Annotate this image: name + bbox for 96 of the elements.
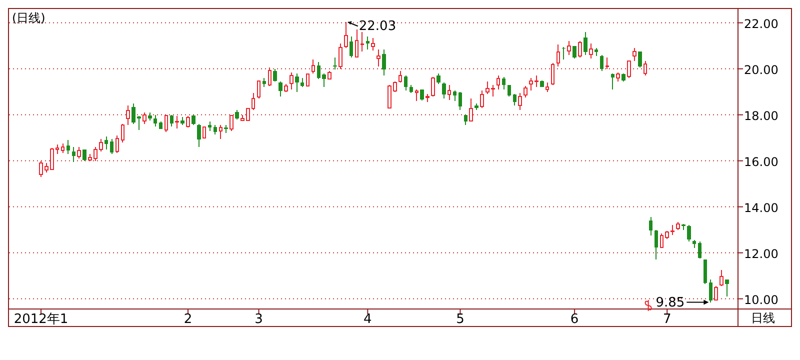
candlestick [648,216,653,236]
candlestick [496,75,500,90]
candlestick [632,48,636,62]
annotation: 9.85 [656,295,685,310]
y-tick-label: 16.00 [744,154,778,169]
x-tick-label: 5 [456,312,464,327]
candlestick [550,62,555,86]
candlestick [104,136,108,150]
candlestick [338,43,342,70]
x-tick-label: 3 [254,312,263,327]
x-tick-label: 6 [570,312,579,327]
candlestick [458,91,462,111]
candlestick [567,40,572,56]
y-tick-label: 10.00 [744,292,778,307]
candlestick [354,29,359,58]
candlestick [360,32,364,52]
candlestick [278,80,282,97]
candlestick [371,37,376,51]
candlestick [556,44,560,67]
candlestick [545,82,550,92]
candlestick [268,67,272,87]
y-tick-label: 18.00 [744,108,778,123]
candlestick [366,36,370,50]
candlestick [469,98,474,122]
text: 日线 [751,311,775,325]
candlestick [196,124,201,148]
candlestick [703,259,708,284]
candlestick [213,124,218,135]
x-tick-label: 7 [662,312,672,327]
candlestick [170,114,174,127]
candlestick [153,114,158,127]
candlestick [77,146,82,159]
candlestick [588,43,593,59]
candlestick [300,78,304,88]
candlestick [431,76,435,97]
candlestick [256,80,261,100]
candlestick [382,48,386,76]
candlestick [218,124,223,140]
candlestick [311,59,316,74]
candlestick [572,45,576,59]
candlestick [175,115,180,130]
candlestick [638,51,642,68]
candlestick [294,72,299,92]
candlestick [306,73,310,86]
y-tick-label: 22.00 [744,16,778,31]
candlestick [235,110,239,120]
candlestick [605,56,610,70]
y-tick-label: 20.00 [744,62,778,77]
candlestick [230,114,234,132]
candlestick [192,114,196,126]
candlestick [126,105,130,126]
candlestick [110,138,114,154]
chart-title: (日线) [12,11,46,25]
candlestick [72,146,76,162]
candlestick [442,82,446,100]
candlestick [376,48,380,67]
candlestick [578,40,582,58]
y-tick-label: 14.00 [744,200,778,215]
candlestick [480,90,484,108]
candlestick [698,240,702,260]
candlestick [273,68,278,82]
candlestick [518,92,522,111]
y-tick-label: 12.00 [744,246,778,261]
candlestick [142,112,146,124]
candlestick [600,54,604,72]
candlestick [344,22,348,49]
candlestick [610,72,615,90]
candlestick [512,94,517,106]
candlestick [398,70,402,84]
candlestick [447,84,452,100]
candlestick [720,270,724,287]
candlestick [120,124,125,143]
candlestick [404,75,408,92]
candlestick [414,89,419,102]
candlestick [654,229,658,260]
candlestick [115,135,120,154]
candlestick [164,114,168,133]
candlestick [186,115,190,128]
candlestick [616,72,620,82]
x-tick-label: 2012年1 [14,312,68,327]
x-tick-label: 4 [364,312,372,327]
candlestick [708,278,713,303]
candlestick [60,143,65,154]
candlestick [290,72,294,90]
annotation: 22.03 [358,19,396,34]
candlestick [349,36,354,58]
candlestick [725,278,729,297]
candlestick [714,286,718,302]
candlestick [436,72,440,84]
candlestick [686,224,691,242]
candlestick [584,32,588,56]
candlestick [420,89,424,102]
candlestick [524,86,528,98]
x-tick-label: 2 [184,312,192,327]
candlestick [627,60,631,78]
candlestick [643,60,648,76]
